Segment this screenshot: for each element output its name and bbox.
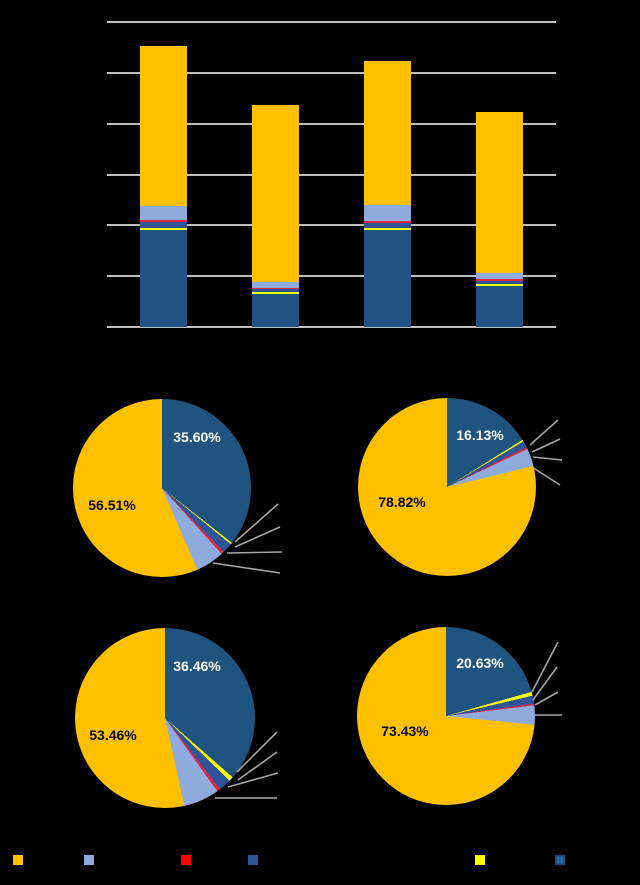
bar-1-segment-navy [139, 230, 187, 327]
legend-swatch-red [181, 855, 191, 865]
legend-swatch-yellow [475, 855, 485, 865]
pie-chart-2-circle [358, 398, 536, 576]
gridline [107, 21, 556, 23]
leader-line [534, 691, 559, 706]
bar-3 [364, 61, 412, 327]
gridline [107, 173, 556, 176]
bar-2-segment-medium-blue [251, 289, 299, 293]
bar-3-segment-yellow [364, 227, 412, 231]
pie-3-gold-label: 53.46% [89, 727, 137, 743]
pie-chart-3-circle [75, 628, 255, 808]
bar-1-segment-gold [139, 45, 187, 206]
pie-2-navy-label: 16.13% [456, 427, 504, 443]
bar-3-segment-gold [364, 61, 412, 205]
bar-3-segment-medium-blue [364, 222, 412, 228]
pie-4-gold-label: 73.43% [381, 723, 429, 739]
bar-1-segment-light-blue [139, 205, 187, 221]
bar-2-segment-light-blue [251, 282, 299, 288]
leader-line [531, 466, 561, 486]
legend-swatch-medium-blue [248, 855, 258, 865]
bar-2-segment-navy [251, 294, 299, 327]
x-axis-line [107, 326, 556, 328]
bar-3-segment-red [364, 220, 412, 223]
leader-line [531, 438, 561, 453]
bar-4-segment-gold [476, 111, 524, 273]
bar-4-segment-navy [476, 285, 524, 327]
gridline [107, 224, 556, 227]
bar-4-segment-light-blue [476, 272, 524, 280]
pie-chart-2: 16.13% 78.82% [358, 398, 536, 576]
bar-4 [476, 111, 524, 327]
bar-4-segment-yellow [476, 283, 524, 286]
legend-swatch-light-blue [84, 855, 94, 865]
bar-2 [251, 105, 299, 327]
pie-3-navy-label: 36.46% [173, 658, 221, 674]
leader-line [532, 456, 563, 461]
bar-2-segment-gold [251, 105, 299, 283]
bar-4-segment-medium-blue [476, 280, 524, 284]
pie-1-gold-label: 56.51% [88, 497, 136, 513]
bar-2-segment-yellow [251, 292, 299, 295]
bar-1 [139, 45, 187, 327]
legend-swatch-gold [13, 855, 23, 865]
bar-2-segment-red [251, 287, 299, 290]
bar-3-segment-light-blue [364, 204, 412, 221]
bar-1-segment-yellow [139, 228, 187, 231]
bar-chart-plot-area [107, 21, 556, 328]
bar-1-segment-medium-blue [139, 222, 187, 229]
pie-chart-4: 20.63% 73.43% [357, 627, 535, 805]
pie-1-navy-label: 35.60% [173, 429, 221, 445]
bar-1-segment-red [139, 220, 187, 223]
pie-chart-1: 35.60% 56.51% [73, 399, 251, 577]
pie-4-navy-label: 20.63% [456, 655, 504, 671]
pie-2-gold-label: 78.82% [378, 494, 426, 510]
gridline [107, 71, 556, 74]
pie-chart-3: 36.46% 53.46% [75, 628, 255, 808]
leader-line [532, 666, 558, 701]
legend-swatch-navy [555, 855, 565, 865]
gridline [107, 275, 556, 278]
bar-3-segment-navy [364, 230, 412, 327]
legend [0, 853, 640, 869]
pie-chart-1-circle [73, 399, 251, 577]
pie-chart-4-circle [357, 627, 535, 805]
gridline [107, 122, 556, 125]
leader-line [531, 641, 559, 693]
bar-4-segment-red [476, 279, 524, 281]
